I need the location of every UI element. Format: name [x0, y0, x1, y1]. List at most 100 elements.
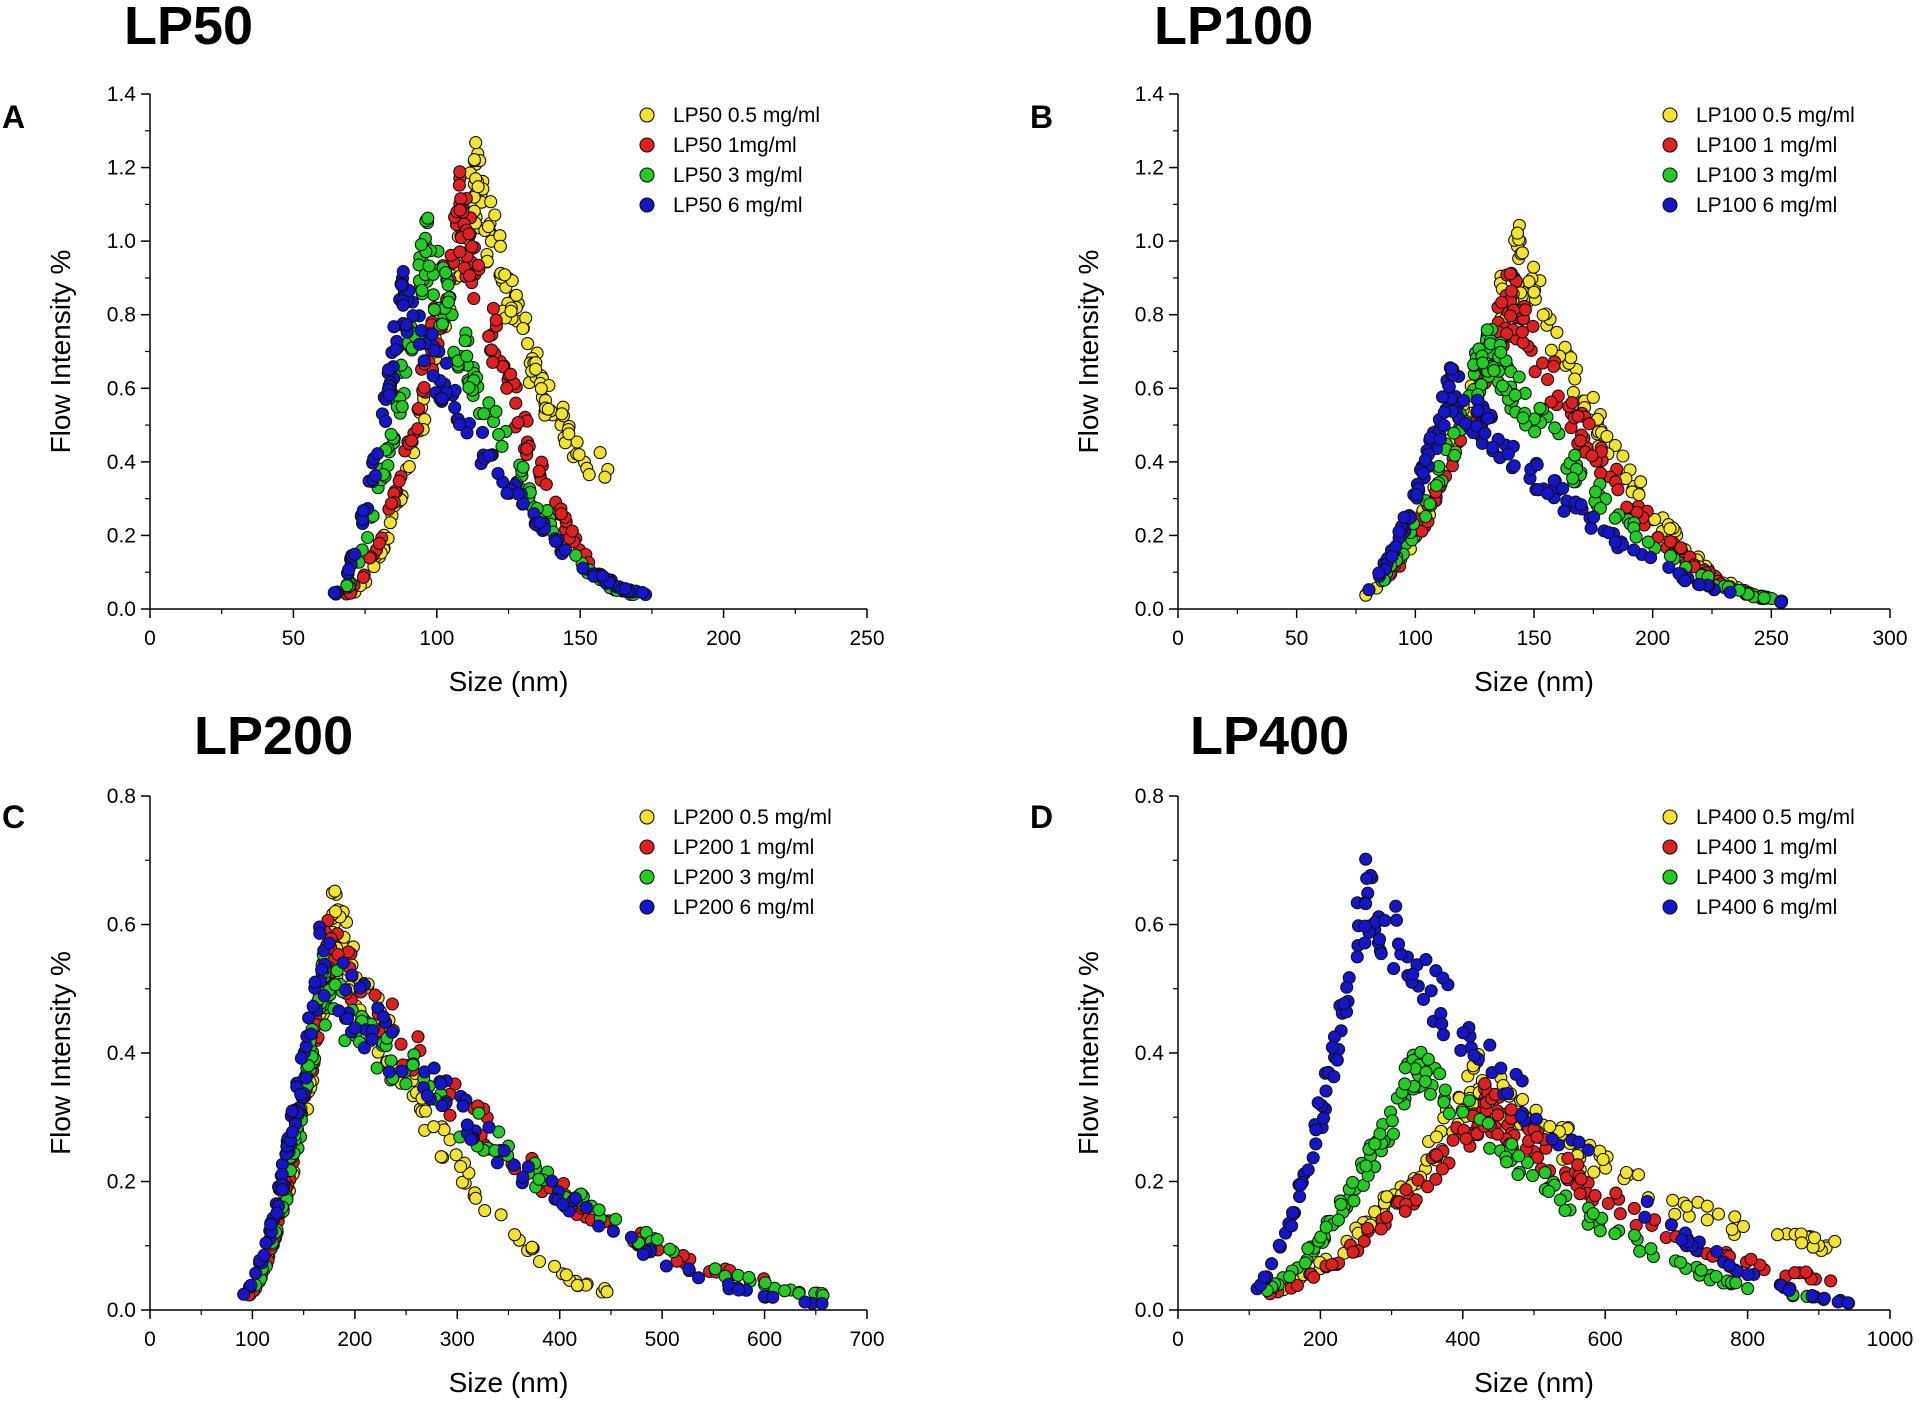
data-point: [421, 211, 435, 225]
data-point: [1481, 411, 1495, 425]
data-point: [1436, 971, 1450, 985]
data-point: [598, 470, 612, 484]
data-point: [1507, 459, 1521, 473]
data-point: [609, 1212, 623, 1226]
data-point: [317, 989, 331, 1003]
data-point: [1841, 1296, 1855, 1310]
data-point: [742, 1270, 756, 1284]
data-point: [1410, 488, 1424, 502]
data-point: [454, 192, 468, 206]
data-point: [426, 369, 440, 383]
legend-marker: [639, 899, 655, 915]
y-tick-label: 0.4: [107, 1042, 137, 1065]
data-point: [1398, 1077, 1412, 1091]
data-point: [414, 323, 428, 338]
x-axis-title: Size (nm): [449, 666, 569, 697]
x-tick-label: 200: [1635, 627, 1670, 650]
data-point: [1710, 1244, 1724, 1259]
data-point: [371, 447, 385, 461]
data-point: [1435, 390, 1450, 404]
data-point: [1527, 285, 1541, 299]
data-point: [596, 569, 610, 583]
data-point: [1728, 1210, 1742, 1224]
data-point: [1634, 475, 1648, 489]
data-point: [399, 1077, 413, 1091]
x-tick-label: 250: [1754, 627, 1789, 650]
y-tick-label: 0.6: [1135, 914, 1164, 937]
data-point: [1512, 370, 1526, 384]
data-point: [1487, 364, 1501, 378]
data-point: [504, 304, 518, 318]
data-point: [417, 380, 431, 395]
data-point: [494, 1208, 508, 1222]
data-point: [302, 1011, 316, 1025]
data-point: [1674, 541, 1688, 555]
data-point: [516, 460, 530, 474]
data-point: [1581, 1143, 1595, 1157]
data-point: [1632, 488, 1646, 502]
data-point: [635, 585, 649, 600]
data-point: [372, 536, 386, 550]
data-point: [1337, 997, 1351, 1011]
data-point: [395, 278, 409, 292]
data-point: [1293, 1189, 1307, 1204]
data-point: [1640, 1194, 1654, 1209]
data-point: [1571, 1158, 1585, 1172]
x-tick-label: 0: [144, 1328, 156, 1351]
data-point: [1509, 1067, 1523, 1081]
data-point: [381, 363, 396, 377]
data-point: [1399, 1183, 1413, 1197]
data-point: [1601, 1196, 1615, 1211]
data-point: [1429, 1130, 1444, 1144]
series-3: [1362, 361, 1789, 609]
data-point: [1736, 1219, 1750, 1234]
data-point: [285, 1125, 299, 1139]
data-point: [1515, 1092, 1530, 1107]
data-point: [1503, 309, 1518, 323]
data-point: [1588, 485, 1603, 499]
data-point: [453, 245, 467, 259]
data-point: [1663, 535, 1677, 549]
data-point: [1722, 1258, 1736, 1272]
data-point: [1397, 510, 1411, 524]
data-point: [385, 997, 399, 1011]
data-point: [1290, 1278, 1304, 1293]
data-point: [1301, 1241, 1315, 1256]
data-point: [1456, 1026, 1470, 1040]
x-tick-label: 400: [1445, 1328, 1480, 1351]
data-point: [1616, 449, 1630, 463]
data-point: [1564, 351, 1578, 365]
data-point: [558, 543, 572, 557]
data-point: [1514, 1109, 1528, 1124]
data-point: [1500, 327, 1514, 341]
legend-label: LP400 1 mg/ml: [1696, 836, 1837, 859]
data-point: [264, 1217, 278, 1231]
data-point: [1483, 1141, 1497, 1155]
data-point: [1600, 429, 1614, 443]
data-point: [1644, 551, 1658, 565]
data-point: [275, 1183, 289, 1197]
data-point: [1530, 1130, 1544, 1144]
data-point: [1584, 521, 1598, 535]
data-point: [336, 956, 350, 970]
data-point: [1423, 497, 1437, 511]
data-point: [411, 1030, 425, 1044]
data-point: [1744, 1252, 1758, 1266]
data-point: [1334, 1197, 1348, 1211]
data-point: [454, 1159, 468, 1174]
legend-label: LP200 6 mg/ml: [673, 896, 814, 919]
data-point: [516, 497, 530, 511]
data-point: [1456, 1105, 1470, 1119]
data-point: [467, 153, 481, 167]
legend-label: LP400 3 mg/ml: [1696, 866, 1837, 889]
data-point: [582, 468, 596, 482]
y-tick-label: 0.2: [107, 524, 136, 547]
data-point: [1620, 500, 1634, 514]
data-point: [406, 309, 420, 323]
data-point: [1824, 1274, 1838, 1288]
y-tick-label: 0.2: [107, 1171, 136, 1194]
data-point: [1378, 913, 1392, 928]
data-point: [1483, 1038, 1497, 1052]
data-point: [452, 417, 467, 432]
